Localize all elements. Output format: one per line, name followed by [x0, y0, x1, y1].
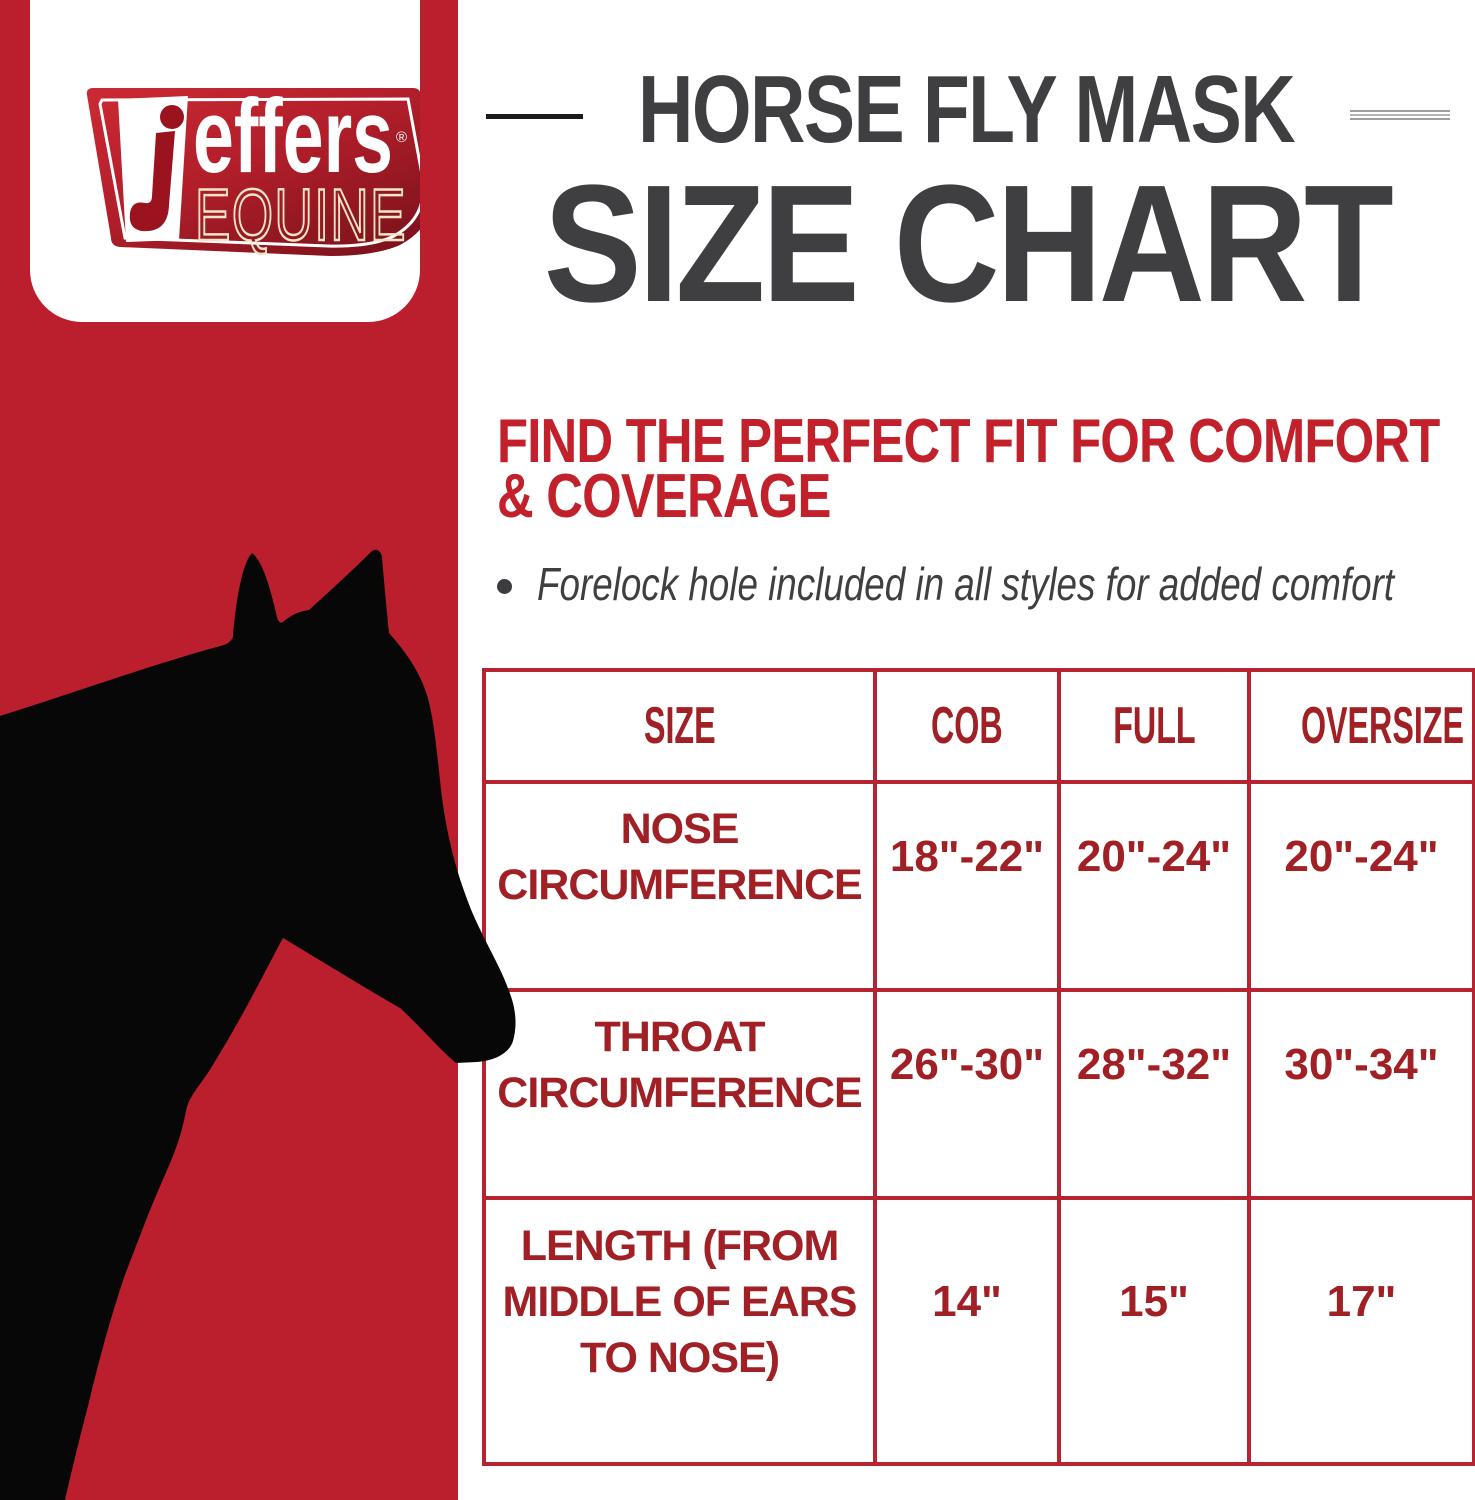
intro-heading-line2: & COVERAGE	[497, 462, 831, 531]
value-nose-full: 20"-24"	[1057, 780, 1251, 992]
table-row-nose-circumference: NOSE CIRCUMFERENCE 18"-22" 20"-24" 20"-2…	[482, 780, 1475, 992]
logo-inner-line	[98, 97, 420, 248]
table-row-length: LENGTH (FROM MIDDLE OF EARS TO NOSE) 14"…	[482, 1196, 1475, 1466]
kicker-dash-right	[1350, 110, 1450, 120]
value-nose-oversize: 20"-24"	[1247, 780, 1475, 992]
bullet-dot	[497, 579, 512, 594]
kicker-title: HORSE FLY MASK	[638, 56, 1296, 163]
table-header-row: SIZE COB FULL OVERSIZE	[482, 668, 1475, 784]
kicker-row: HORSE FLY MASK	[458, 62, 1475, 158]
horse-head-silhouette	[0, 549, 516, 1500]
column-header-size: SIZE	[482, 668, 877, 784]
column-header-cob: COB	[873, 668, 1061, 784]
logo-sub-brand: EQUINE	[195, 175, 407, 256]
page-title: SIZE CHART	[543, 151, 1393, 337]
column-header-oversize: OVERSIZE	[1247, 668, 1475, 784]
size-chart-table: SIZE COB FULL OVERSIZE NOSE CIRCUMFERENC…	[482, 668, 1475, 1466]
value-length-full: 15"	[1057, 1196, 1251, 1466]
value-length-oversize: 17"	[1247, 1196, 1475, 1466]
value-nose-cob: 18"-22"	[873, 780, 1061, 992]
row-label: THROAT CIRCUMFERENCE	[482, 988, 877, 1200]
title-row: SIZE CHART	[458, 161, 1475, 328]
row-label: LENGTH (FROM MIDDLE OF EARS TO NOSE)	[482, 1196, 877, 1466]
column-header-full: FULL	[1057, 668, 1251, 784]
jeffers-equine-logo: effers ® EQUINE	[86, 78, 420, 257]
logo-j-glyph	[129, 131, 175, 232]
logo-registered-mark: ®	[396, 129, 407, 146]
logo-brand-rest: effers	[193, 78, 393, 195]
logo-j-dot	[160, 105, 184, 129]
intro-heading-line1: FIND THE PERFECT FIT FOR COMFORT	[497, 407, 1440, 476]
table-row-throat-circumference: THROAT CIRCUMFERENCE 26"-30" 28"-32" 30"…	[482, 988, 1475, 1200]
intro-heading: FIND THE PERFECT FIT FOR COMFORT & COVER…	[497, 407, 1475, 531]
logo-card: effers ® EQUINE	[30, 0, 420, 322]
value-throat-cob: 26"-30"	[873, 988, 1061, 1200]
row-label: NOSE CIRCUMFERENCE	[482, 780, 877, 992]
value-length-cob: 14"	[873, 1196, 1061, 1466]
value-throat-full: 28"-32"	[1057, 988, 1251, 1200]
kicker-dash-left	[486, 114, 583, 119]
bullet-text: Forelock hole included in all styles for…	[537, 558, 1395, 610]
value-throat-oversize: 30"-34"	[1247, 988, 1475, 1200]
